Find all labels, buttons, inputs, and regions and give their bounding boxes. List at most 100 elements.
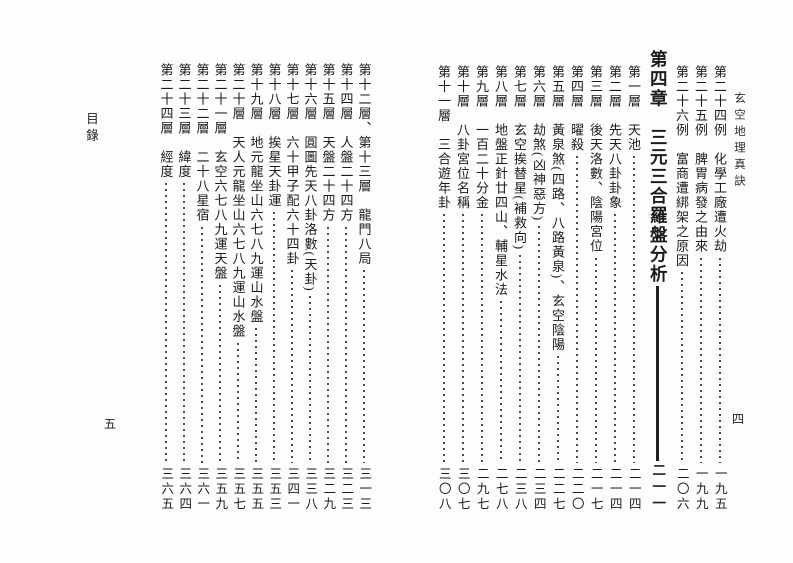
left-page-number: 五	[104, 417, 117, 431]
toc-entry-page: 三〇八	[436, 467, 451, 512]
toc-entry-page: 三五九	[213, 467, 228, 512]
toc-entry-page: 三〇七	[455, 467, 470, 512]
toc-leader-dots	[309, 296, 311, 463]
toc-entry-title: 第十二層、第十三層 龍門八局	[356, 63, 372, 266]
toc-leader-dots	[537, 225, 540, 463]
toc-entry-title: 第二十六例 富商遭綁架之原因	[674, 65, 689, 268]
toc-leader-dots	[480, 214, 483, 463]
toc-leader-dots	[575, 156, 578, 463]
toc-entry-title: 第二十一層 玄空六七八九運天盤	[212, 63, 228, 281]
toc-entry-title: 第一層 天池	[626, 65, 641, 152]
toc-entry-page: 二三四	[531, 467, 546, 512]
toc-entry-page: 二二七	[550, 467, 565, 512]
toc-entry-title: 第八層 地盤正針廿四山、輔星水法	[493, 65, 508, 297]
toc-leader-dots	[632, 156, 635, 463]
toc-leader-dots	[201, 226, 203, 463]
toc-entry-page: 三六四	[177, 467, 192, 512]
toc-entry: 第七層 玄空挨替星(補救向) 二三八	[510, 65, 529, 512]
toc-leader-dots	[363, 270, 365, 463]
toc-entry-title: 第十七層 六十甲子配六十四卦	[284, 63, 300, 266]
toc-entry: 第八層 地盤正針廿四山、輔星水法 二七八	[491, 65, 510, 512]
toc-entry-page: 三四一	[285, 467, 300, 512]
toc-entry-page: 一九五	[712, 467, 727, 512]
toc-entry-title: 第二層 先天八卦卦象	[607, 65, 622, 210]
toc-leader-dots	[613, 214, 616, 463]
toc-leader-dots	[656, 286, 659, 461]
toc-entry-title: 第九層 一百二十分金	[474, 65, 489, 210]
toc-leader-dots	[183, 183, 185, 463]
toc-leader-dots	[219, 284, 221, 463]
toc-entry: 第二十三層 緯度 三六四	[175, 63, 193, 512]
toc-entry: 第十一層 三合遊年卦 三〇八	[434, 65, 453, 512]
toc-entry-title: 第五層 黃泉煞(四路、八路黃泉)、玄空陰陽	[550, 65, 565, 353]
toc-entry-title: 第二十三層 緯度	[176, 63, 192, 179]
toc-entry: 第四層 曜殺 二二〇	[567, 65, 586, 512]
toc-entry: 第十八層 挨星天卦運 三五三	[265, 63, 283, 512]
toc-entry-title: 第十五層 天盤二十四方	[320, 63, 336, 223]
toc-leader-dots	[699, 257, 702, 463]
toc-entry-page: 三五五	[249, 467, 264, 512]
toc-entry: 第二十一層 玄空六七八九運天盤 三五九	[211, 63, 229, 512]
toc-entry-title: 第十層 八卦宮位名稱	[455, 65, 470, 210]
toc-entry: 第五層 黃泉煞(四路、八路黃泉)、玄空陰陽 二二七	[548, 65, 567, 512]
toc-entry: 第二層 先天八卦卦象 二一四	[605, 65, 624, 512]
toc-entry: 第十四層 人盤二十四方 三二三	[337, 63, 355, 512]
toc-entry-title: 第三層 後天洛數、陰陽宮位	[588, 65, 603, 254]
toc-entry-title: 第二十四層 經度	[158, 63, 174, 179]
toc-entry-page: 三五三	[267, 467, 282, 512]
toc-entry-title: 第二十四例 化學工廠遭火劫	[712, 65, 727, 254]
toc-leader-dots	[518, 254, 521, 463]
toc-leader-dots	[327, 226, 329, 463]
toc-entry: 第九層 一百二十分金 二九七	[472, 65, 491, 512]
toc-entry-page: 三二九	[321, 467, 336, 512]
toc-entry: 第二十六例 富商遭綁架之原因 二〇六	[672, 65, 691, 512]
toc-entry-title: 第四層 曜殺	[569, 65, 584, 152]
toc-entry-page: 三二三	[339, 467, 354, 512]
toc-entry-page: 二三八	[512, 467, 527, 512]
toc-entry: 第二十四層 經度 三六五	[157, 63, 175, 512]
toc-entry-title: 第十九層 地元龍坐山六七八九運山水盤	[248, 63, 264, 324]
toc-entry-title: 第十一層 三合遊年卦	[436, 65, 451, 210]
toc-leader-dots	[594, 257, 597, 463]
toc-entry-page: 三五七	[231, 467, 246, 512]
toc-entry-title: 第七層 玄空挨替星(補救向)	[512, 65, 527, 251]
toc-entry-title: 第六層 劫煞(凶神惡方)	[531, 65, 546, 222]
toc-entry: 第十六層 圓圖先天八卦洛數(天卦) 三三八	[301, 63, 319, 512]
toc-leader-dots	[273, 212, 275, 463]
toc-entry-title: 第十八層 挨星天卦運	[266, 63, 282, 208]
toc-leader-dots	[237, 342, 239, 463]
toc-entry: 第十二層、第十三層 龍門八局 三一三	[355, 63, 373, 512]
toc-entry-page: 三六一	[195, 467, 210, 512]
toc-entry-page: 三三八	[303, 467, 318, 512]
toc-entry-title: 第四章 三元三合羅盤分析	[648, 50, 669, 284]
toc-entry: 第二十五例 脾胃病發之由來 一九九	[691, 65, 710, 512]
toc-leader-dots	[165, 183, 167, 463]
toc-leader-dots	[461, 214, 464, 463]
toc-leader-dots	[345, 226, 347, 463]
toc-entry-page: 二一七	[588, 467, 603, 512]
toc-leader-dots	[442, 214, 445, 463]
toc-entry: 第三層 後天洛數、陰陽宮位 二一七	[586, 65, 605, 512]
toc-entry: 第六層 劫煞(凶神惡方) 二三四	[529, 65, 548, 512]
toc-entry: 第十五層 天盤二十四方 三二九	[319, 63, 337, 512]
toc-entry-title: 第二十二層 二十八星宿	[194, 63, 210, 223]
toc-leader-dots	[718, 257, 721, 463]
toc-entry: 第二十層 天人元龍坐山六七八九運山水盤 三五七	[229, 63, 247, 512]
toc-entry-title: 第十六層 圓圖先天八卦洛數(天卦)	[302, 63, 318, 293]
toc-section-label: 目錄	[84, 112, 98, 145]
toc-entry-page: 二一四	[607, 467, 622, 512]
toc-entry-title: 第二十五例 脾胃病發之由來	[693, 65, 708, 254]
toc-entry: 第四章 三元三合羅盤分析 二一一	[643, 50, 672, 512]
toc-entry: 第二十二層 二十八星宿 三六一	[193, 63, 211, 512]
toc-entry: 第一層 天池 二一四	[624, 65, 643, 512]
toc-entry: 第十九層 地元龍坐山六七八九運山水盤 三五五	[247, 63, 265, 512]
toc-entry: 第十七層 六十甲子配六十四卦 三四一	[283, 63, 301, 512]
toc-leader-dots	[255, 328, 257, 463]
toc-entry-page: 一九九	[693, 467, 708, 512]
toc-entry-page: 二一一	[650, 462, 666, 513]
toc-entry-page: 二九七	[474, 467, 489, 512]
toc-right-page: 第二十四例 化學工廠遭火劫 一九五 第二十五例 脾胃病發之由來 一九九 第二十六…	[430, 50, 729, 512]
toc-entry-page: 二一四	[626, 467, 641, 512]
toc-entry-page: 二二〇	[569, 467, 584, 512]
